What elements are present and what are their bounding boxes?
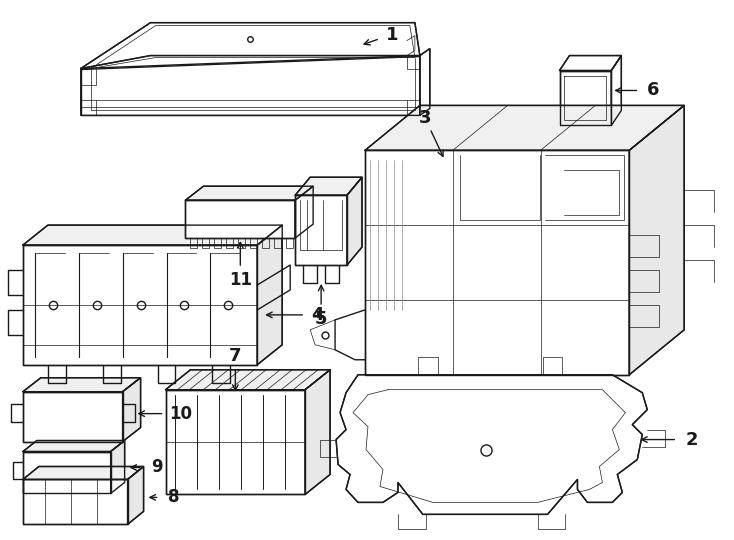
Polygon shape [336, 375, 647, 515]
Polygon shape [258, 225, 282, 364]
Polygon shape [23, 392, 123, 442]
Text: 9: 9 [150, 458, 162, 476]
Polygon shape [166, 370, 330, 390]
Polygon shape [365, 150, 629, 375]
Text: 8: 8 [168, 488, 179, 507]
Polygon shape [295, 195, 347, 265]
Polygon shape [559, 71, 611, 125]
Polygon shape [186, 200, 295, 238]
Text: 7: 7 [229, 347, 241, 365]
Polygon shape [305, 370, 330, 495]
Polygon shape [111, 441, 125, 494]
Polygon shape [186, 186, 313, 200]
Text: 6: 6 [647, 82, 660, 99]
Polygon shape [23, 225, 282, 245]
Polygon shape [559, 56, 622, 71]
Polygon shape [128, 467, 144, 524]
Polygon shape [123, 377, 141, 442]
Polygon shape [347, 177, 362, 265]
Polygon shape [629, 105, 684, 375]
Polygon shape [23, 377, 141, 392]
Text: 10: 10 [169, 404, 192, 423]
Polygon shape [295, 177, 362, 195]
Text: 2: 2 [686, 430, 699, 449]
Polygon shape [611, 56, 622, 125]
Polygon shape [166, 390, 305, 495]
Polygon shape [23, 441, 125, 451]
Polygon shape [365, 105, 684, 150]
Polygon shape [81, 56, 420, 116]
Polygon shape [295, 186, 313, 238]
Polygon shape [23, 467, 144, 480]
Polygon shape [23, 245, 258, 364]
Polygon shape [81, 23, 420, 69]
Polygon shape [23, 451, 111, 494]
Text: 1: 1 [385, 25, 398, 44]
Text: 4: 4 [311, 306, 324, 324]
Text: 5: 5 [315, 310, 327, 328]
Polygon shape [420, 49, 430, 116]
Text: 11: 11 [229, 271, 252, 289]
Text: 3: 3 [418, 110, 431, 127]
Polygon shape [23, 480, 128, 524]
